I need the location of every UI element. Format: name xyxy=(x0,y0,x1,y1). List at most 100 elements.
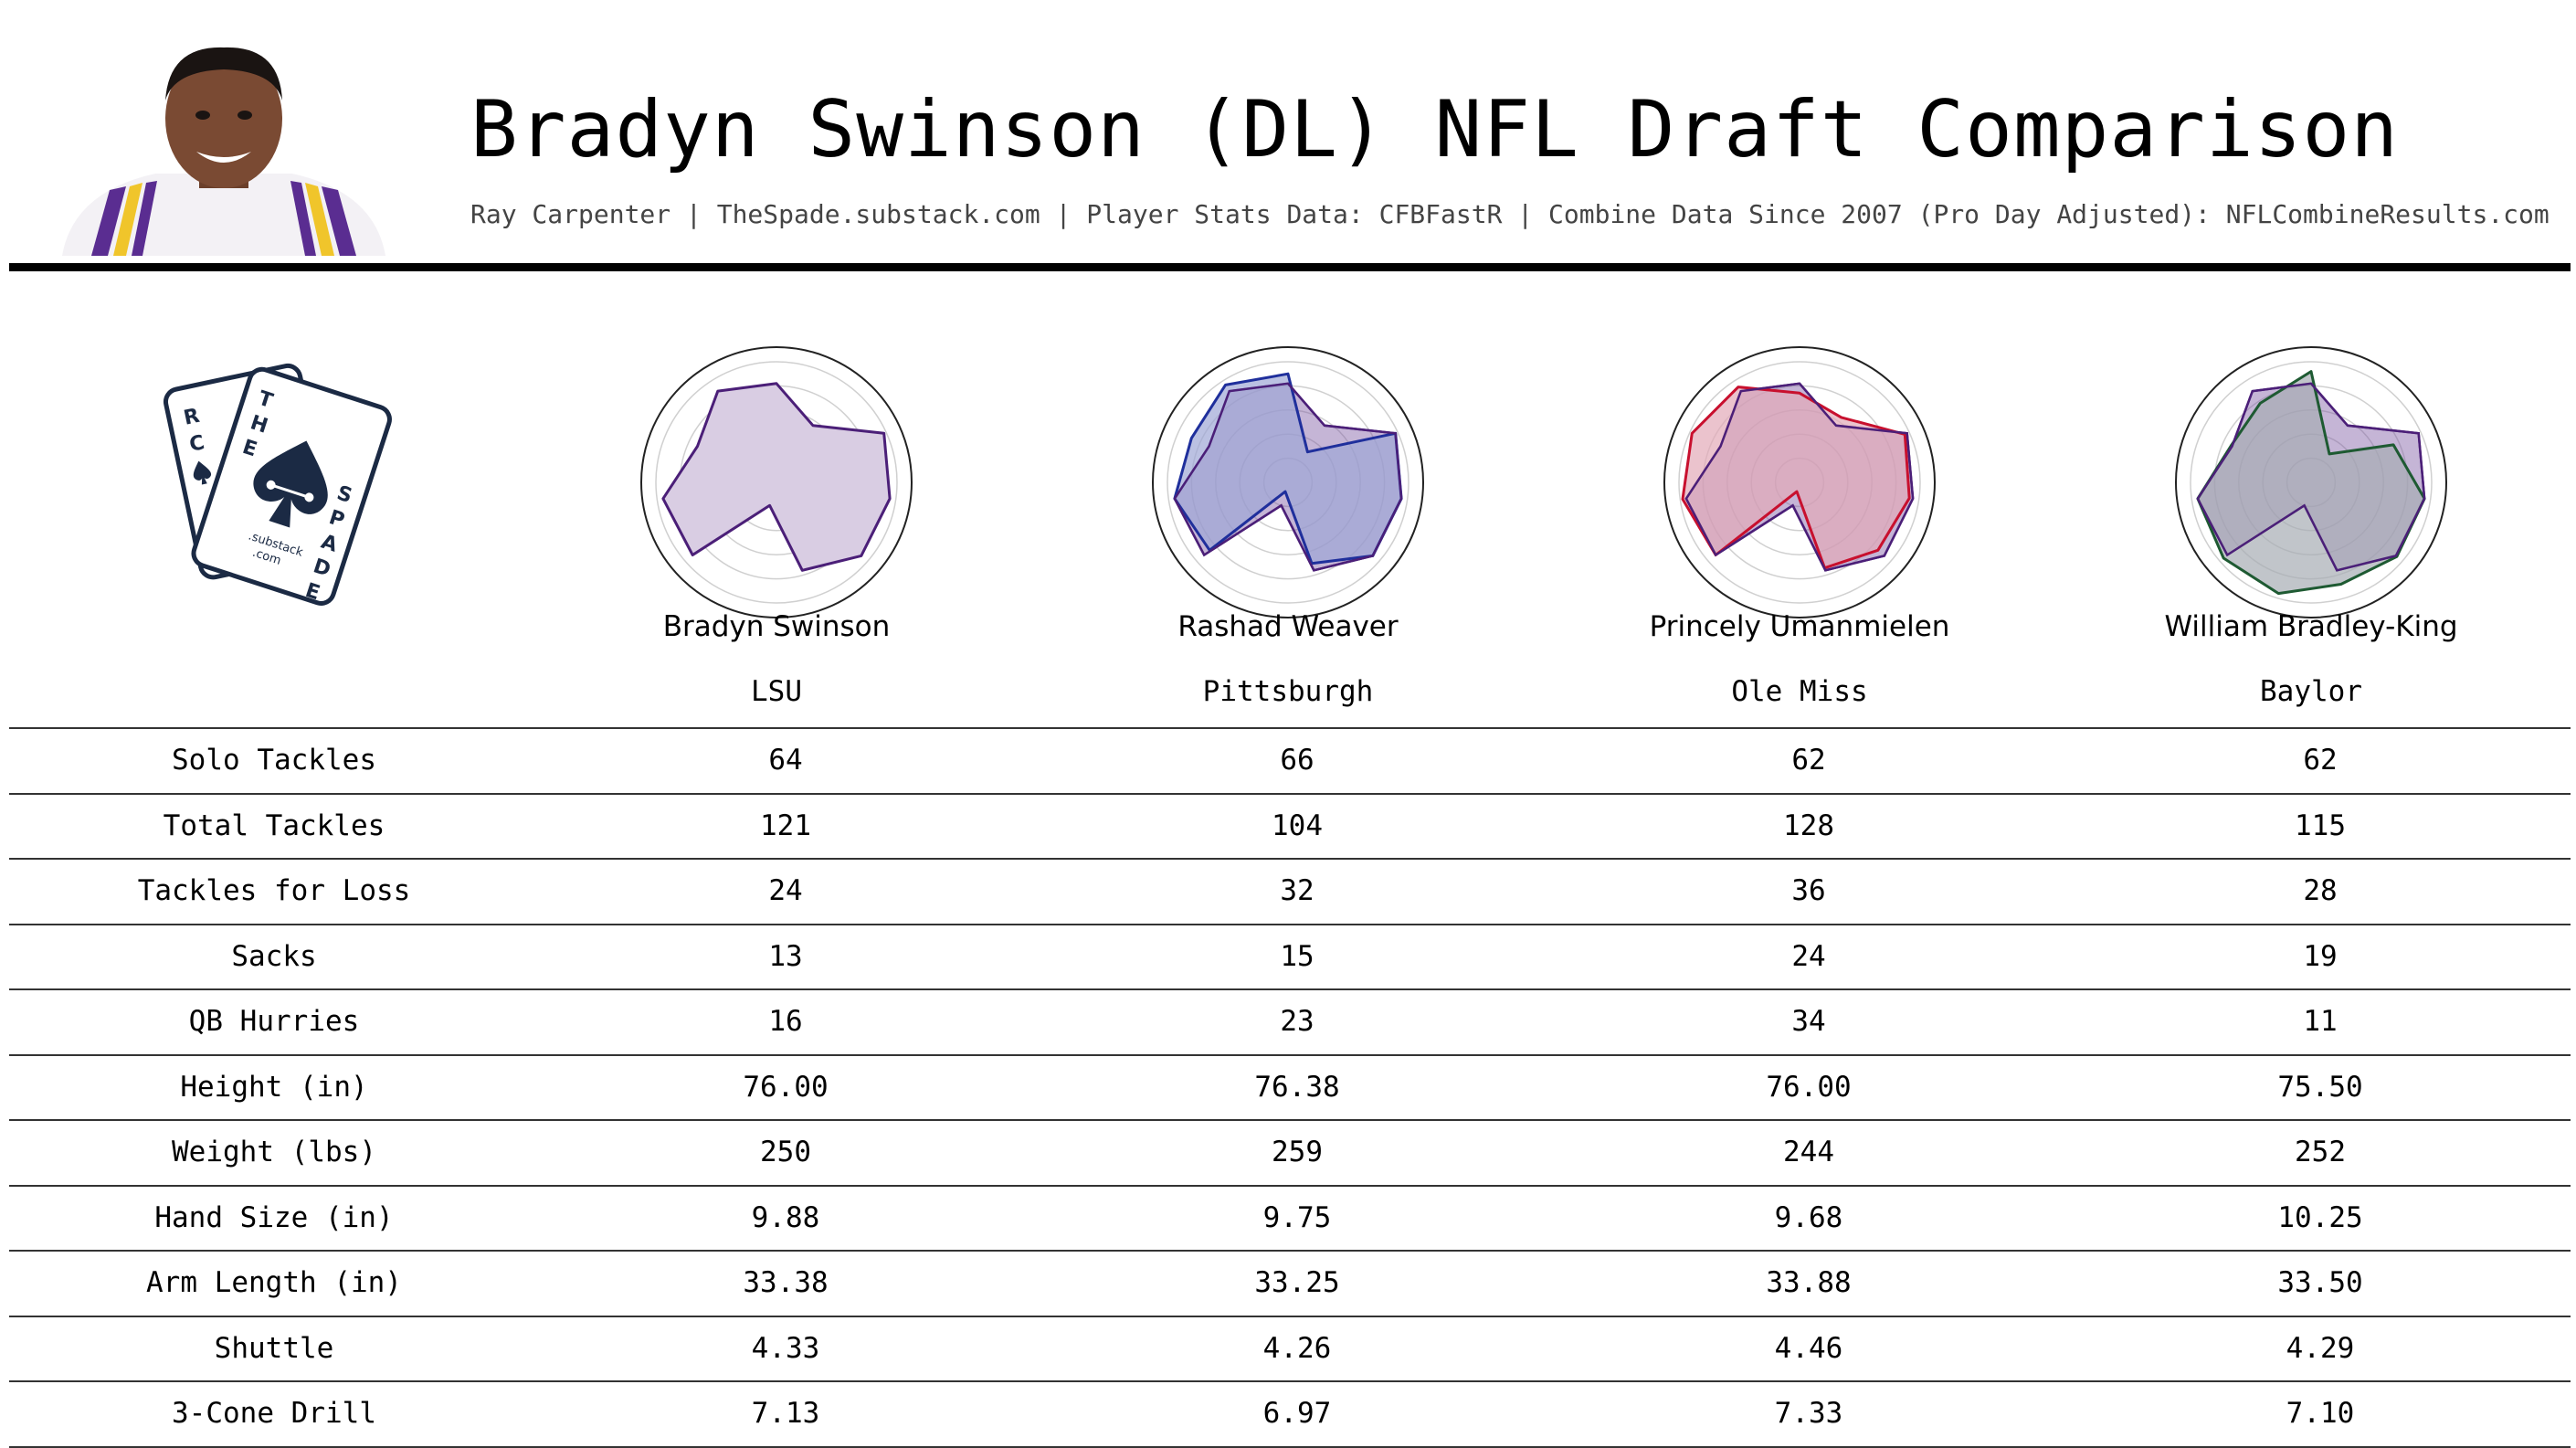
row-label: Solo Tackles xyxy=(172,744,376,777)
jersey-stripe-left-2 xyxy=(132,181,157,256)
table-cell: 76.00 xyxy=(1766,1070,1852,1104)
table-cell: 11 xyxy=(2303,1005,2338,1038)
row-label: Total Tackles xyxy=(163,809,385,842)
player-name: Princely Umanmielen xyxy=(1649,610,1950,643)
table-row: Hand Size (in) 9.88 9.75 9.68 10.25 xyxy=(9,1184,2571,1251)
table-cell: 24 xyxy=(768,874,803,907)
table-cell: 16 xyxy=(768,1005,803,1038)
spade-small-icon xyxy=(193,460,212,485)
radar-series-bradyn-swinson xyxy=(661,382,892,572)
row-label: 3-Cone Drill xyxy=(172,1397,376,1430)
table-cell: 128 xyxy=(1783,809,1834,842)
jersey-stripe-left-gold xyxy=(113,183,143,256)
table-cell: 4.33 xyxy=(751,1331,820,1365)
table-cell: 24 xyxy=(1791,939,1826,973)
logo-letter-c: C xyxy=(187,431,206,457)
face xyxy=(165,49,282,188)
table-row: Shuttle 4.33 4.26 4.46 4.29 xyxy=(9,1315,2571,1381)
player-school: Baylor xyxy=(2260,675,2362,708)
radar-grid-ring xyxy=(1678,361,1921,604)
table-cell: 9.75 xyxy=(1262,1200,1332,1234)
radar-grid-ring xyxy=(1167,361,1409,604)
table-cell: 19 xyxy=(2303,939,2338,973)
row-label: Sacks xyxy=(231,939,317,973)
table-cell: 250 xyxy=(760,1136,811,1168)
spade-large-icon xyxy=(253,440,328,528)
table-cell: 76.38 xyxy=(1254,1070,1340,1104)
radar-grid-ring xyxy=(2190,361,2433,604)
table-row: Tackles for Loss 24 32 36 28 xyxy=(9,858,2571,924)
logo-letter-p: P xyxy=(326,506,347,533)
table-row: Sacks 13 15 24 19 xyxy=(9,923,2571,989)
radar-series-reference-outline xyxy=(1684,382,1915,572)
table-cell: 4.26 xyxy=(1262,1331,1332,1365)
radar-chart-bradyn-swinson xyxy=(640,346,913,618)
radar-grid-ring xyxy=(655,361,898,604)
table-cell: 15 xyxy=(1280,939,1314,973)
table-cell: 34 xyxy=(1791,1005,1826,1038)
radar-chart-princely-umanmielen xyxy=(1663,346,1936,618)
logo-letter-r: R xyxy=(182,405,202,430)
the-spade-logo: R C T H E S P A D E .substack .com xyxy=(163,363,392,606)
logo-letter-a: A xyxy=(318,531,340,557)
page-title: Bradyn Swinson (DL) NFL Draft Comparison xyxy=(470,84,2400,175)
eye-right xyxy=(238,111,252,120)
table-cell: 121 xyxy=(760,809,811,842)
table-cell: 62 xyxy=(2303,744,2338,777)
table-cell: 33.38 xyxy=(743,1266,829,1299)
table-row: Solo Tackles 64 66 62 62 xyxy=(9,727,2571,793)
radar-series-reference-outline xyxy=(1173,382,1403,572)
player-school: Pittsburgh xyxy=(1202,675,1374,708)
row-label: Shuttle xyxy=(214,1331,334,1365)
table-cell: 33.50 xyxy=(2277,1266,2363,1299)
table-cell: 33.88 xyxy=(1766,1266,1852,1299)
table-cell: 28 xyxy=(2303,874,2338,907)
table-cell: 76.00 xyxy=(743,1070,829,1104)
table-cell: 9.88 xyxy=(751,1200,820,1234)
table-cell: 23 xyxy=(1280,1005,1314,1038)
smile xyxy=(196,152,251,163)
page-subtitle: Ray Carpenter | TheSpade.substack.com | … xyxy=(470,199,2550,229)
row-label: Height (in) xyxy=(180,1070,368,1104)
table-cell: 244 xyxy=(1783,1136,1834,1168)
table-row: Total Tackles 121 104 128 115 xyxy=(9,792,2571,859)
table-cell: 32 xyxy=(1280,874,1314,907)
jersey-stripe-right-2 xyxy=(290,181,316,256)
table-cell: 33.25 xyxy=(1254,1266,1340,1299)
player-name: William Bradley-King xyxy=(2164,610,2458,643)
player-headshot xyxy=(62,47,385,256)
player-school: LSU xyxy=(751,675,802,708)
jersey-stripe-right-gold xyxy=(305,183,334,256)
stats-table: Solo Tackles 64 66 62 62 Total Tackles 121 104 1… xyxy=(9,727,2571,1448)
spade-dot-left xyxy=(266,480,276,490)
row-label: Hand Size (in) xyxy=(154,1200,394,1234)
table-row: QB Hurries 16 23 34 11 xyxy=(9,988,2571,1054)
table-row: Height (in) 76.00 76.38 76.00 75.50 xyxy=(9,1053,2571,1120)
table-cell: 7.13 xyxy=(751,1397,820,1430)
spade-dot-right xyxy=(304,492,314,502)
player-name: Bradyn Swinson xyxy=(662,610,891,643)
table-cell: 9.68 xyxy=(1774,1200,1843,1234)
player-name: Rashad Weaver xyxy=(1177,610,1399,643)
table-cell: 13 xyxy=(768,939,803,973)
radar-series-rashad-weaver xyxy=(1173,372,1403,565)
table-cell: 7.33 xyxy=(1774,1397,1843,1430)
table-cell: 6.97 xyxy=(1262,1397,1332,1430)
table-cell: 259 xyxy=(1272,1136,1323,1168)
logo-letter-e2: E xyxy=(302,579,322,605)
jersey-stripe-right xyxy=(322,186,356,256)
radar-chart-william-bradley-king xyxy=(2175,346,2447,618)
row-label: QB Hurries xyxy=(188,1005,360,1038)
table-cell: 62 xyxy=(1791,744,1826,777)
player-school: Ole Miss xyxy=(1731,675,1868,708)
radar-series-reference-outline xyxy=(2196,382,2426,572)
table-row: 3-Cone Drill 7.13 6.97 7.33 7.10 xyxy=(9,1380,2571,1448)
table-cell: 4.46 xyxy=(1774,1331,1843,1365)
table-cell: 75.50 xyxy=(2277,1070,2363,1104)
row-label: Tackles for Loss xyxy=(137,874,411,907)
table-cell: 64 xyxy=(768,744,803,777)
radar-chart-rashad-weaver xyxy=(1152,346,1424,618)
hair xyxy=(165,47,282,100)
table-cell: 4.29 xyxy=(2286,1331,2355,1365)
row-label: Arm Length (in) xyxy=(146,1266,402,1299)
